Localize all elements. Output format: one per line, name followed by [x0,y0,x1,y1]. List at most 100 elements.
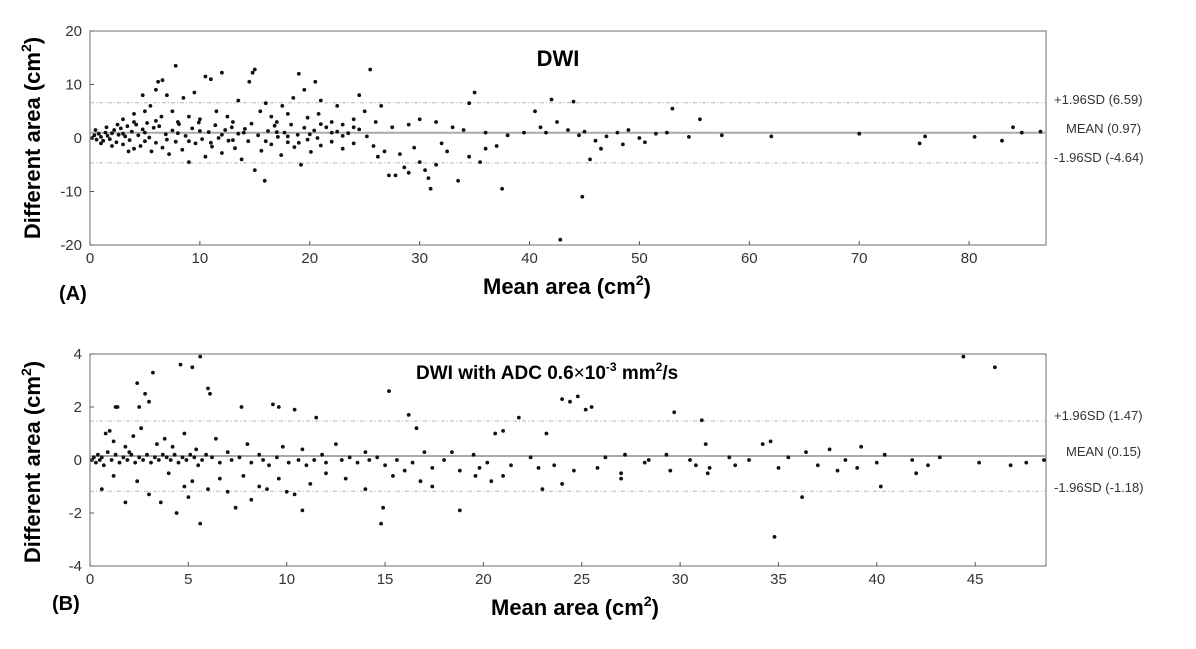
data-point [282,130,287,135]
data-point [878,484,883,489]
data-point [168,458,173,462]
data-point [382,149,387,154]
data-point [727,455,732,460]
panel-b-title: DWI with ADC 0.6×10-3 mm2/s [416,360,678,384]
data-point [483,130,488,135]
data-point [434,120,438,124]
data-point [160,145,165,150]
data-point [450,125,455,130]
data-point [149,460,153,465]
data-point [843,458,848,462]
data-point [147,135,152,140]
data-point [937,455,942,460]
x-tick-label: 20 [301,250,318,267]
data-point [300,447,305,452]
data-point [233,146,237,151]
data-point [368,67,373,72]
panel-b-y-axis-title: Different area (cm2) [18,361,45,563]
data-point [274,130,279,135]
data-point [181,96,186,100]
data-point [249,460,254,465]
data-point [619,471,623,476]
data-point [456,178,460,183]
data-point [705,471,710,476]
data-point [477,466,482,470]
data-point [398,152,402,157]
data-point [272,123,277,128]
data-point [305,137,310,142]
data-point [340,134,345,138]
data-point [187,139,191,144]
data-point [621,142,625,147]
data-point [340,146,345,151]
data-point [494,144,499,148]
panel-a-lower-loa-label: -1.96SD (-4.64) [1054,150,1144,165]
data-point [315,136,320,140]
data-point [703,442,708,446]
data-point [339,458,344,462]
data-point [193,141,198,146]
data-point [165,137,169,142]
data-point [694,463,698,468]
data-point [99,141,103,146]
data-point [1008,463,1013,468]
data-point [223,128,228,132]
data-point [133,460,138,465]
panel-a-plot-area [89,30,1047,246]
data-point [324,460,328,465]
data-point [180,455,185,460]
data-point [623,452,627,457]
data-point [225,489,230,494]
data-point [615,130,620,135]
data-point [467,154,471,159]
data-point [313,79,318,84]
data-point [367,458,372,462]
data-point [485,460,490,465]
data-point [113,452,118,457]
y-tick-label: 4 [74,346,82,363]
data-point [263,101,268,106]
data-point [213,123,218,128]
data-point [923,134,927,139]
data-point [857,131,862,136]
data-point [410,460,415,465]
x-tick-label: 70 [851,250,868,267]
data-point [501,474,505,478]
data-point [304,463,309,468]
data-point [528,455,533,460]
data-point [351,141,356,146]
data-point [977,460,981,465]
data-point [291,96,296,100]
data-point [285,112,290,116]
data-point [194,447,199,452]
data-point [276,405,281,409]
data-point [225,114,230,119]
data-point [239,157,244,162]
data-point [226,138,231,143]
data-point [516,415,521,420]
data-point [786,455,791,460]
data-point [259,148,264,153]
data-point [478,160,482,165]
data-point [395,458,399,462]
data-point [467,101,471,106]
data-point [256,133,260,138]
data-point [158,500,163,505]
data-point [148,104,153,108]
data-point [153,455,157,460]
x-tick-label: 60 [741,250,758,267]
data-point [280,104,285,108]
data-point [509,463,513,468]
data-point [276,135,280,139]
data-point [393,173,398,178]
data-point [961,354,966,359]
data-point [190,479,195,484]
data-point [143,391,148,396]
data-point [125,124,130,129]
data-point [406,122,411,127]
data-point [129,452,134,457]
data-point [351,125,356,130]
data-point [343,476,348,481]
x-tick-label: 0 [86,571,94,588]
data-point [412,145,417,150]
